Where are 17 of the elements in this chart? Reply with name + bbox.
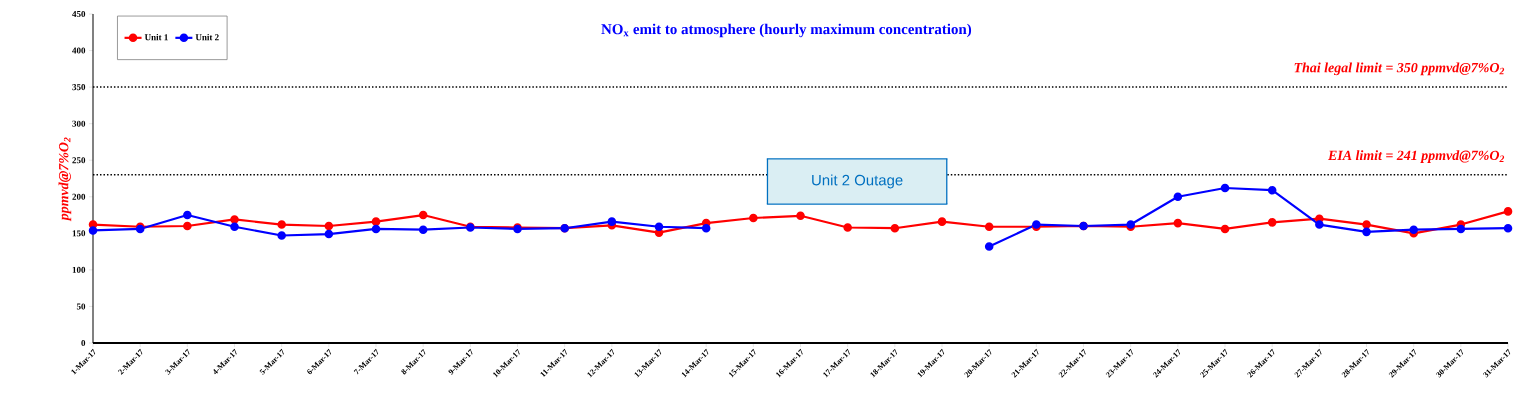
legend-label: Unit 1 (144, 33, 168, 41)
y-tick-label: 450 (72, 10, 86, 18)
y-tick-label: 400 (72, 47, 86, 54)
annotation: Thai legal limit = 350 ppmvd@7%O$_{2}$ (1294, 62, 1505, 76)
y-tick-label: 300 (72, 120, 86, 127)
y-tick-label: 250 (72, 157, 86, 164)
y-tick-label: 150 (72, 230, 86, 237)
annotation: EIA limit = 241 ppmvd@7%O$_{2}$ (1327, 150, 1505, 163)
y-axis-title: ppmvd@7%O$_{2}$ (58, 137, 72, 222)
text: NO$_{x}$ emit to atmosphere (hourly maximum concentration) (601, 23, 972, 38)
y-tick-label: 200 (72, 193, 86, 200)
annotation: Unit 2 Outage (812, 174, 903, 189)
y-tick-label: 0 (81, 339, 86, 347)
y-tick-label: 350 (72, 84, 86, 91)
legend-label: Unit 2 (195, 33, 219, 41)
y-tick-label: 50 (76, 303, 86, 310)
y-tick-label: 100 (72, 266, 86, 273)
